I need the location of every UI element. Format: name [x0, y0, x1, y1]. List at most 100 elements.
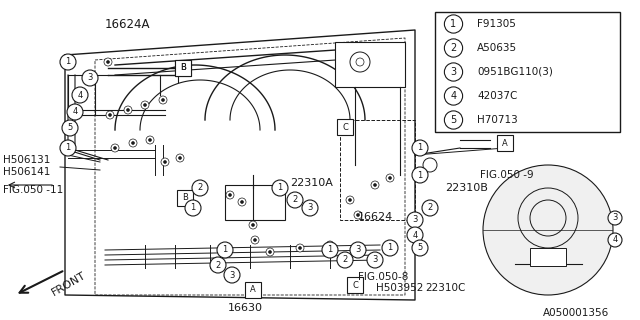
Text: H70713: H70713: [477, 115, 518, 125]
Circle shape: [161, 158, 169, 166]
Circle shape: [386, 174, 394, 182]
Circle shape: [124, 106, 132, 114]
Text: FIG.050 -11: FIG.050 -11: [3, 185, 63, 195]
Text: 4: 4: [72, 108, 77, 116]
Circle shape: [412, 140, 428, 156]
Bar: [340, 120, 415, 220]
Text: A: A: [502, 139, 508, 148]
Text: 5: 5: [417, 244, 422, 252]
Circle shape: [163, 161, 166, 164]
Text: C: C: [352, 281, 358, 290]
Text: 42037C: 42037C: [477, 91, 517, 101]
Circle shape: [141, 101, 149, 109]
Circle shape: [374, 183, 376, 187]
Circle shape: [253, 238, 257, 242]
Circle shape: [176, 154, 184, 162]
Circle shape: [226, 191, 234, 199]
Circle shape: [146, 136, 154, 144]
Circle shape: [62, 120, 78, 136]
Text: 2: 2: [292, 196, 298, 204]
Text: 2: 2: [216, 260, 221, 269]
Bar: [175, 60, 191, 76]
Circle shape: [113, 147, 116, 149]
Circle shape: [337, 252, 353, 268]
Circle shape: [111, 144, 119, 152]
Circle shape: [444, 87, 463, 105]
Circle shape: [349, 198, 351, 202]
Circle shape: [252, 223, 255, 227]
Circle shape: [60, 140, 76, 156]
Circle shape: [159, 96, 167, 104]
Circle shape: [354, 211, 362, 219]
Circle shape: [356, 213, 360, 217]
Bar: [177, 190, 193, 206]
Text: 4: 4: [77, 91, 83, 100]
Text: FIG.050-8: FIG.050-8: [358, 272, 408, 282]
Circle shape: [444, 39, 463, 57]
Circle shape: [129, 139, 137, 147]
Circle shape: [407, 227, 423, 243]
Circle shape: [104, 58, 112, 66]
Circle shape: [412, 167, 428, 183]
Text: 1: 1: [417, 171, 422, 180]
Circle shape: [241, 201, 243, 204]
Circle shape: [67, 104, 83, 120]
Text: 4: 4: [412, 230, 418, 239]
Text: 1: 1: [277, 183, 283, 193]
Circle shape: [131, 141, 134, 145]
Bar: [175, 60, 191, 76]
Circle shape: [82, 70, 98, 86]
Circle shape: [217, 242, 233, 258]
Text: 3: 3: [87, 74, 93, 83]
Circle shape: [346, 196, 354, 204]
Text: 2: 2: [451, 43, 456, 53]
Text: 1: 1: [190, 204, 196, 212]
Text: 3: 3: [229, 270, 235, 279]
Text: 1: 1: [328, 245, 333, 254]
Text: H503952: H503952: [376, 283, 424, 293]
Text: C: C: [342, 123, 348, 132]
Circle shape: [224, 267, 240, 283]
Text: 1: 1: [222, 245, 228, 254]
Text: 16624: 16624: [358, 212, 393, 222]
Text: 3: 3: [612, 213, 618, 222]
Text: B: B: [180, 63, 186, 73]
Bar: [530, 248, 566, 266]
Circle shape: [371, 181, 379, 189]
Text: 5: 5: [67, 124, 72, 132]
Text: H506141: H506141: [3, 167, 51, 177]
Circle shape: [143, 103, 147, 107]
Circle shape: [322, 242, 338, 258]
Circle shape: [483, 165, 613, 295]
Circle shape: [382, 240, 398, 256]
Circle shape: [296, 244, 304, 252]
Circle shape: [185, 200, 201, 216]
Bar: [347, 277, 363, 293]
Circle shape: [179, 156, 182, 159]
Circle shape: [127, 108, 129, 111]
Circle shape: [228, 194, 232, 196]
Text: 3: 3: [355, 245, 361, 254]
Text: A50635: A50635: [477, 43, 517, 53]
Text: 4: 4: [451, 91, 456, 101]
Text: 22310B: 22310B: [445, 183, 488, 193]
Circle shape: [367, 252, 383, 268]
Circle shape: [328, 244, 332, 246]
Circle shape: [106, 111, 114, 119]
Text: 1: 1: [451, 19, 456, 29]
Text: 2: 2: [342, 255, 348, 265]
Circle shape: [388, 177, 392, 180]
Circle shape: [148, 139, 152, 141]
Text: A: A: [250, 285, 256, 294]
Circle shape: [210, 257, 226, 273]
Circle shape: [298, 246, 301, 250]
Text: B: B: [180, 63, 186, 73]
Text: 3: 3: [451, 67, 456, 77]
Text: 4: 4: [612, 236, 618, 244]
Text: B: B: [182, 194, 188, 203]
Circle shape: [444, 15, 463, 33]
Circle shape: [326, 241, 334, 249]
Circle shape: [272, 180, 288, 196]
Text: 0951BG110(3): 0951BG110(3): [477, 67, 553, 77]
Circle shape: [608, 233, 622, 247]
